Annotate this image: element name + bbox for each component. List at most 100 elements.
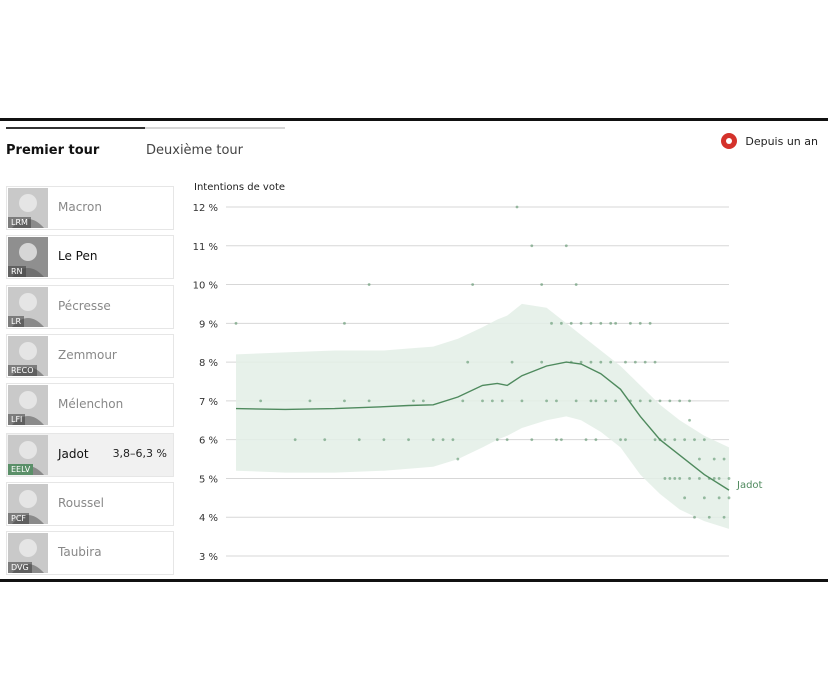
poll-point bbox=[441, 438, 445, 442]
tab-deuxieme-tour[interactable]: Deuxième tour bbox=[146, 143, 243, 158]
poll-point bbox=[638, 399, 642, 403]
poll-point bbox=[574, 399, 578, 403]
party-badge: DVG bbox=[8, 562, 32, 574]
poll-point bbox=[702, 496, 706, 500]
poll-point bbox=[343, 321, 346, 325]
candidate-photo: RN bbox=[8, 237, 48, 278]
poll-point bbox=[569, 321, 573, 325]
poll-point bbox=[722, 457, 726, 461]
poll-point bbox=[490, 399, 494, 403]
candidate-zemmour[interactable]: RECO Zemmour bbox=[6, 333, 174, 378]
poll-point bbox=[678, 477, 682, 480]
candidate-photo: LR bbox=[8, 286, 48, 327]
candidate-name: Le Pen bbox=[58, 249, 98, 264]
party-badge: LRM bbox=[8, 217, 31, 228]
y-tick-label: 5 % bbox=[199, 474, 218, 485]
party-badge: LR bbox=[8, 315, 25, 327]
bottom-rule bbox=[0, 579, 828, 582]
poll-point bbox=[555, 438, 558, 442]
poll-point bbox=[343, 399, 346, 403]
series-line-jadot bbox=[235, 361, 730, 491]
poll-point bbox=[604, 399, 608, 403]
y-tick-label: 12 % bbox=[193, 203, 218, 214]
poll-point bbox=[599, 360, 603, 364]
poll-point bbox=[555, 399, 558, 403]
y-tick-label: 8 % bbox=[199, 358, 218, 369]
period-toggle[interactable]: Depuis un an bbox=[721, 133, 818, 149]
poll-point bbox=[653, 438, 657, 442]
poll-point bbox=[648, 399, 652, 403]
poll-point bbox=[638, 321, 642, 325]
poll-point bbox=[515, 205, 519, 209]
poll-point bbox=[727, 496, 731, 500]
poll-point bbox=[717, 477, 721, 480]
poll-point bbox=[619, 438, 622, 442]
candidate-name: Jadot bbox=[58, 446, 89, 461]
candidate-jadot[interactable]: EELV Jadot 3,8–6,3 % bbox=[6, 432, 174, 477]
poll-point bbox=[594, 438, 598, 442]
poll-point bbox=[673, 477, 677, 480]
y-tick-label: 6 % bbox=[199, 436, 218, 447]
poll-point bbox=[668, 399, 672, 403]
vote-intention-chart: 12 % 11 % 10 % 9 % 8 % 7 % 6 % 5 % 4 % 3 % Jadot bbox=[193, 203, 763, 563]
poll-point bbox=[530, 438, 534, 442]
candidate-pecresse[interactable]: LR Pécresse bbox=[6, 284, 174, 329]
poll-point bbox=[564, 244, 568, 248]
party-badge: LFI bbox=[8, 414, 26, 426]
poll-point bbox=[609, 360, 613, 364]
candidate-name: Macron bbox=[58, 200, 102, 214]
poll-point bbox=[550, 321, 553, 325]
candidate-macron[interactable]: LRM Macron bbox=[6, 186, 174, 230]
poll-point bbox=[678, 399, 682, 403]
candidate-name: Mélenchon bbox=[58, 397, 124, 412]
poll-point bbox=[698, 477, 701, 480]
radio-selected-icon[interactable] bbox=[721, 133, 738, 149]
candidate-photo: RECO bbox=[8, 335, 48, 376]
poll-point bbox=[698, 457, 701, 461]
poll-point bbox=[584, 438, 588, 442]
y-tick-label: 11 % bbox=[193, 242, 218, 253]
poll-point bbox=[614, 321, 618, 325]
candidate-le-pen[interactable]: RN Le Pen bbox=[6, 235, 174, 280]
poll-point bbox=[712, 477, 716, 480]
poll-point bbox=[540, 283, 544, 286]
poll-point bbox=[481, 399, 484, 403]
candidate-name: Roussel bbox=[58, 495, 104, 510]
chart-title: Intentions de vote bbox=[194, 182, 286, 193]
poll-point bbox=[589, 321, 593, 325]
polling-widget: Premier tour Deuxième tour Depuis un an … bbox=[0, 118, 828, 583]
poll-point bbox=[648, 321, 652, 325]
poll-point bbox=[712, 457, 716, 461]
confidence-band bbox=[236, 303, 729, 529]
poll-point bbox=[456, 457, 460, 461]
poll-point bbox=[530, 244, 534, 248]
party-badge: RN bbox=[8, 266, 26, 278]
poll-point bbox=[614, 399, 618, 403]
candidate-name: Pécresse bbox=[58, 298, 111, 313]
poll-point bbox=[574, 283, 578, 286]
poll-point bbox=[293, 438, 297, 442]
y-tick-label: 7 % bbox=[199, 397, 218, 408]
poll-point bbox=[727, 477, 731, 480]
candidate-roussel[interactable]: PCF Roussel bbox=[6, 481, 174, 526]
poll-point bbox=[594, 399, 598, 403]
poll-point bbox=[520, 399, 524, 403]
poll-point bbox=[668, 477, 672, 480]
candidate-name: Zemmour bbox=[58, 347, 117, 362]
poll-point bbox=[653, 360, 657, 364]
poll-point bbox=[688, 418, 691, 422]
poll-point bbox=[540, 360, 544, 364]
candidate-melenchon[interactable]: LFI Mélenchon bbox=[6, 383, 174, 428]
poll-point bbox=[461, 399, 465, 403]
poll-point bbox=[579, 321, 583, 325]
poll-point bbox=[589, 360, 593, 364]
poll-point bbox=[722, 515, 726, 519]
poll-point bbox=[579, 360, 583, 364]
poll-point bbox=[663, 477, 667, 480]
poll-point bbox=[707, 515, 711, 519]
tab-premier-tour[interactable]: Premier tour bbox=[6, 143, 100, 158]
candidate-taubira[interactable]: DVG Taubira bbox=[6, 531, 174, 576]
poll-point bbox=[624, 438, 627, 442]
tab-indicator-active bbox=[6, 127, 145, 129]
poll-point bbox=[633, 360, 637, 364]
